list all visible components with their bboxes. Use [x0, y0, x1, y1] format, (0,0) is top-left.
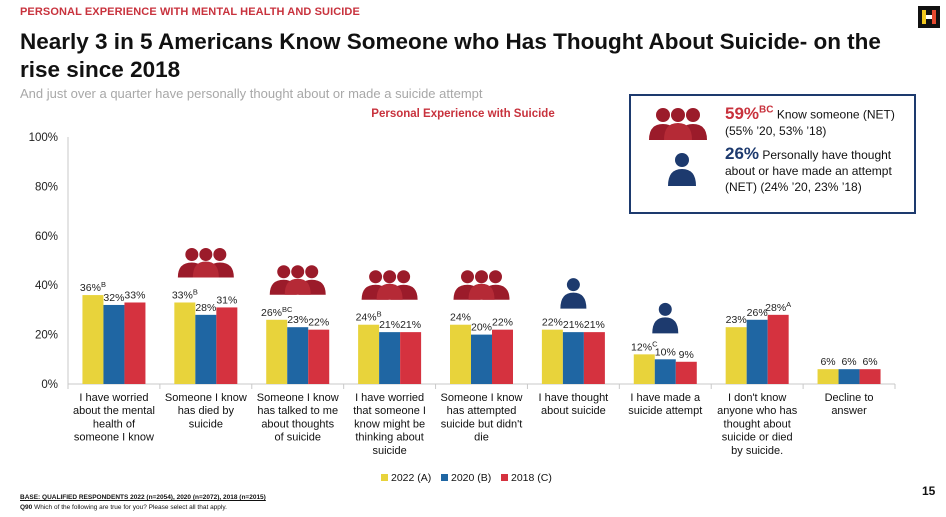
data-label: 23%: [726, 314, 747, 326]
bar-2020: [471, 334, 492, 384]
bar-2022: [266, 319, 288, 384]
data-label: 22%: [308, 317, 329, 329]
x-category-label: Someone I know has died by suicide: [165, 392, 247, 430]
y-tick-label: 0%: [41, 379, 58, 391]
bar-2018: [767, 314, 789, 384]
group-of-people-icon: [269, 265, 326, 295]
bar-2022: [817, 369, 839, 384]
data-label: 10%: [655, 346, 676, 358]
bar-2022: [82, 295, 104, 384]
x-category-label: Someone I know has attempted suicide but d…: [441, 392, 523, 444]
callout-know-someone: 59%BC Know someone (NET) (55% ’20, 53% ’…: [725, 102, 913, 139]
y-tick-label: 60%: [35, 231, 58, 243]
bar-2018: [675, 361, 697, 384]
bar-2022: [541, 329, 563, 384]
bar-2020: [287, 327, 309, 384]
data-label: 12%C: [631, 339, 658, 353]
data-label: 24%: [450, 312, 471, 324]
bar-2020: [838, 369, 860, 384]
data-label: 21%: [563, 319, 584, 331]
data-label: 33%B: [172, 287, 198, 301]
group-of-people-icon: [361, 270, 418, 300]
bar-2020: [746, 319, 768, 384]
data-label: 23%: [287, 314, 308, 326]
page-subtitle: And just over a quarter have personally …: [20, 86, 483, 101]
group-of-people-icon: [649, 108, 707, 140]
x-category-label: I have made a suicide attempt: [628, 392, 702, 417]
data-label: 22%: [542, 317, 563, 329]
kicker-heading: PERSONAL EXPERIENCE WITH MENTAL HEALTH A…: [20, 6, 360, 18]
bar-2018: [124, 302, 146, 384]
y-tick-label: 100%: [29, 132, 58, 144]
bar-2022: [633, 354, 655, 384]
data-label: 24%B: [356, 310, 382, 324]
bar-2018: [400, 332, 422, 384]
base-note: BASE: QUALIFIED RESPONDENTS 2022 (n=2054…: [20, 494, 266, 501]
x-category-label: I don't know anyone who has thought about s…: [717, 392, 798, 457]
data-label: 21%: [584, 319, 605, 331]
x-category-label: I have thought about suicide: [539, 392, 609, 417]
data-label: 9%: [679, 349, 694, 361]
group-of-people-icon: [177, 247, 234, 278]
person-icon: [668, 153, 696, 186]
legend-swatch: [381, 474, 388, 481]
bar-2020: [562, 332, 584, 384]
x-category-label: I have worried about the mental health of s…: [73, 392, 155, 444]
y-tick-label: 20%: [35, 330, 58, 342]
bar-2020: [195, 314, 217, 384]
legend-swatch: [501, 474, 508, 481]
bar-2022: [725, 327, 747, 384]
chart-title: Personal Experience with Suicide: [371, 108, 554, 120]
bar-2020: [103, 304, 125, 384]
bar-2018: [308, 329, 330, 384]
data-label: 20%: [471, 322, 492, 334]
bar-2018: [216, 307, 238, 384]
bar-2022: [358, 324, 380, 384]
data-label: 6%: [862, 356, 877, 368]
y-tick-label: 40%: [35, 280, 58, 292]
data-label: 26%: [747, 307, 768, 319]
data-label: 28%: [195, 302, 216, 314]
group-of-people-icon: [453, 270, 510, 300]
callout-personally: 26% Personally have thought about or hav…: [725, 144, 913, 195]
bar-2020: [379, 332, 401, 384]
bar-2018: [583, 332, 605, 384]
data-label: 6%: [841, 356, 856, 368]
callout-text2: Personally have thought about or have ma…: [725, 148, 892, 194]
bar-2018: [492, 329, 513, 384]
callout-box: 59%BC Know someone (NET) (55% ’20, 53% ’…: [629, 94, 916, 214]
callout-text1: Know someone (NET) (55% ’20, 53% ’18): [725, 107, 895, 138]
page-number: 15: [922, 484, 936, 498]
data-label: 21%: [400, 319, 421, 331]
callout-pct2: 26%: [725, 144, 760, 163]
data-label: 28%A: [765, 300, 791, 314]
harris-poll-logo-icon: [918, 6, 940, 28]
data-label: 32%: [103, 292, 124, 304]
bar-2022: [450, 324, 471, 384]
legend-swatch: [441, 474, 448, 481]
page-title: Nearly 3 in 5 Americans Know Someone who…: [20, 29, 881, 82]
data-label: 33%: [124, 289, 145, 301]
data-label: 31%: [216, 294, 237, 306]
legend-label: 2020 (B): [451, 472, 491, 484]
person-icon: [652, 302, 679, 334]
legend-label: 2022 (A): [391, 472, 431, 484]
y-tick-label: 80%: [35, 181, 58, 193]
data-label: 21%: [379, 319, 400, 331]
bar-2022: [174, 302, 196, 384]
callout-pct1: 59%BC: [725, 103, 774, 123]
legend-label: 2018 (C): [511, 472, 552, 484]
person-icon: [560, 278, 587, 309]
question-note: Q90 Which of the following are true for …: [20, 504, 227, 511]
x-category-label: Someone I know has talked to me about thou…: [257, 392, 339, 444]
bar-2020: [654, 359, 676, 384]
data-label: 22%: [492, 317, 513, 329]
x-category-label: Decline to answer: [825, 392, 874, 417]
data-label: 36%B: [80, 280, 106, 294]
data-label: 6%: [820, 356, 835, 368]
bar-2018: [859, 369, 881, 384]
